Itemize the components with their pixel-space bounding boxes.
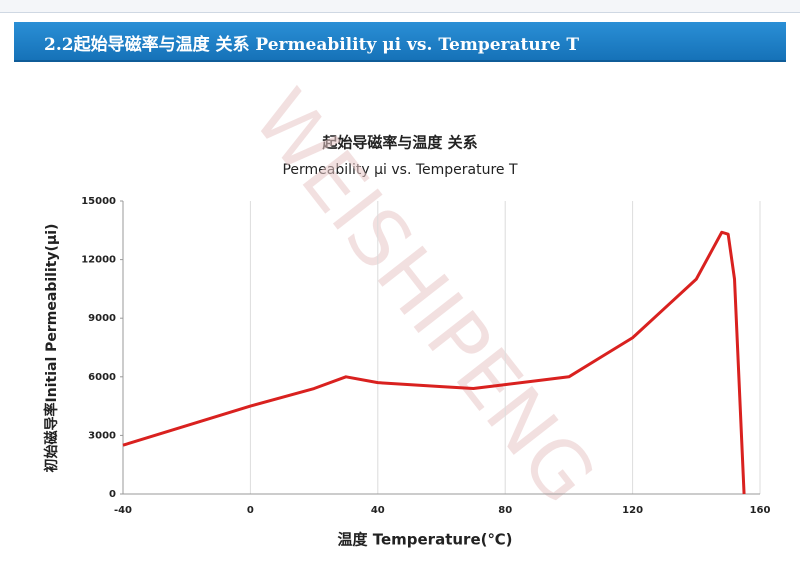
data-line — [122, 230, 746, 495]
chart-subtitle: Permeability μi vs. Temperature T — [282, 162, 518, 178]
x-tick-label: 40 — [371, 505, 385, 516]
top-bar — [0, 0, 800, 13]
y-tick-label: 0 — [109, 489, 116, 500]
y-tick-label: 15000 — [81, 196, 116, 207]
x-tick-label: 80 — [498, 505, 512, 516]
y-tick-label: 3000 — [88, 430, 116, 441]
section-title: 2.2起始导磁率与温度 关系 Permeability μi vs. Tempe… — [44, 35, 580, 55]
x-tick-label: 120 — [622, 505, 643, 516]
x-tick-label: 0 — [247, 505, 254, 516]
y-tick-label: 12000 — [81, 255, 116, 266]
section-header: 2.2起始导磁率与温度 关系 Permeability μi vs. Tempe… — [14, 22, 786, 62]
y-tick-label: 9000 — [88, 313, 116, 324]
y-tick-label: 6000 — [88, 372, 116, 383]
x-tick-label: -40 — [114, 505, 132, 516]
chart-title: 起始导磁率与温度 关系 — [321, 134, 477, 152]
x-axis-label: 温度 Temperature(℃) — [338, 531, 513, 549]
x-tick-label: 160 — [750, 505, 771, 516]
y-axis-label: 初始磁导率Initial Permeability(μi) — [43, 224, 60, 473]
